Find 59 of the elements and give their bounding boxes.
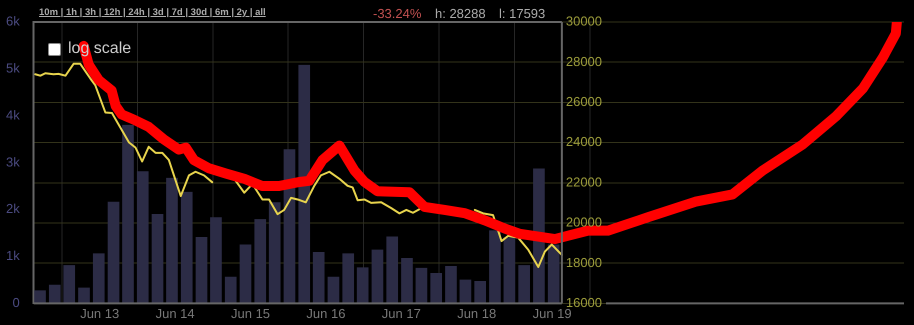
y-tick-label: 5k xyxy=(6,60,20,76)
bar xyxy=(78,288,90,304)
bar xyxy=(48,284,61,304)
bar xyxy=(328,276,340,304)
bar xyxy=(210,217,222,304)
annotation: l: 17593 xyxy=(499,6,546,21)
y2-tick-label: 28000 xyxy=(566,54,602,69)
bar xyxy=(474,281,486,304)
bar xyxy=(489,230,501,304)
bar xyxy=(416,268,428,304)
x-tick-label: Jun 13 xyxy=(80,306,120,321)
bar xyxy=(122,124,134,304)
y2-tick-label: 26000 xyxy=(566,94,602,109)
annotation: -33.24% xyxy=(373,6,422,21)
bar xyxy=(548,244,560,304)
bar xyxy=(152,214,164,304)
y2-tick-label: 18000 xyxy=(566,254,602,270)
y-tick-label: 1k xyxy=(6,248,20,264)
bar xyxy=(312,252,325,304)
y2-tick-label: 24000 xyxy=(566,134,602,150)
bar xyxy=(386,236,398,304)
y-tick-label: 2k xyxy=(6,201,20,216)
bar xyxy=(401,258,413,304)
y-tick-label: 0 xyxy=(12,294,20,310)
bar xyxy=(342,253,354,304)
bar xyxy=(34,290,46,304)
bar xyxy=(196,236,208,304)
bar xyxy=(240,244,252,304)
x-tick-label: Jun 14 xyxy=(156,306,195,321)
y2-tick-label: 22000 xyxy=(566,174,602,190)
bar xyxy=(254,219,266,304)
bar xyxy=(180,192,193,304)
bar xyxy=(518,265,530,304)
bar xyxy=(298,64,310,304)
y2-tick-label: 20000 xyxy=(566,214,602,230)
bar xyxy=(356,267,369,304)
bar xyxy=(63,265,76,304)
y2-tick-label: 30000 xyxy=(566,14,602,29)
bar xyxy=(136,171,149,304)
bar xyxy=(430,273,442,304)
x-tick-label: Jun 17 xyxy=(382,306,421,321)
bar xyxy=(92,253,105,304)
bar xyxy=(372,250,384,304)
x-tick-label: Jun 15 xyxy=(230,306,270,321)
y-tick-label: 3k xyxy=(6,154,20,170)
y-tick-label: 6k xyxy=(6,14,20,29)
bar xyxy=(504,237,516,304)
bar xyxy=(460,280,472,304)
x-tick-label: Jun 16 xyxy=(306,306,346,321)
bar xyxy=(445,266,457,304)
x-tick-label: Jun 18 xyxy=(457,306,496,321)
y-tick-label: 4k xyxy=(6,107,20,122)
annotation: h: 28288 xyxy=(435,6,486,21)
bar xyxy=(224,276,237,304)
bar xyxy=(108,202,120,304)
bar xyxy=(284,149,296,304)
bar xyxy=(166,178,178,304)
bar xyxy=(268,202,281,304)
text: 10m | 1h | 3h | 12h | 24h | 3d | 7d | 30d | 6m | 2y | all xyxy=(39,7,266,18)
